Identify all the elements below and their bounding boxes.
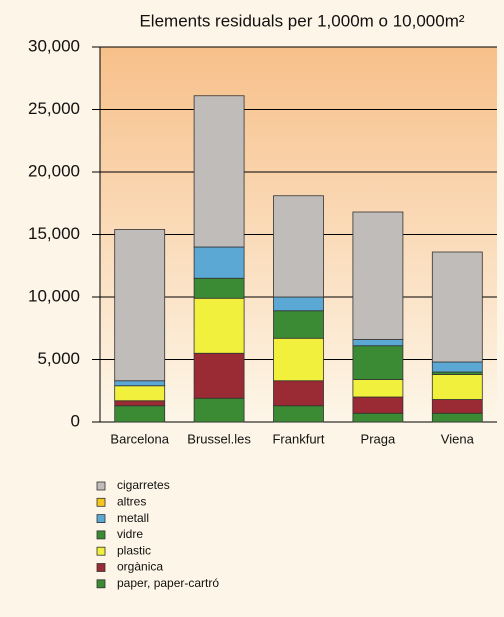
bar-segment — [352, 379, 404, 398]
bar-segment — [431, 399, 483, 414]
bar-segment — [273, 337, 324, 382]
x-tick-label: Brussel.les — [187, 431, 251, 446]
y-tick-label: 10,000 — [28, 286, 80, 305]
x-tick-label: Frankfurt — [272, 431, 324, 446]
legend-swatch — [96, 546, 106, 556]
bar-segment — [273, 195, 324, 298]
bar-segment — [431, 412, 483, 423]
bar-segment — [114, 229, 166, 382]
bar-segment — [193, 297, 245, 354]
x-tick-label: Barcelona — [110, 431, 169, 446]
bar-segment — [193, 277, 245, 299]
legend-swatch — [96, 530, 106, 540]
legend-label: vidre — [117, 527, 143, 541]
y-tick-label: 0 — [71, 411, 80, 430]
bar-segment — [114, 385, 166, 402]
bar-segment — [352, 396, 404, 414]
bar-segment — [273, 380, 324, 407]
legend-label: metall — [117, 511, 149, 525]
bar-segment — [352, 412, 404, 423]
bar-segment — [431, 361, 483, 373]
legend-swatch — [96, 514, 106, 523]
bar-segment — [352, 211, 404, 340]
bar-segment — [431, 251, 483, 363]
chart-title: Elements residuals per 1,000m o 10,000m² — [139, 11, 464, 30]
bar-segment — [193, 95, 245, 248]
y-tick-label: 5,000 — [37, 349, 80, 368]
bar-segment — [352, 345, 404, 380]
y-tick-label: 15,000 — [28, 224, 80, 243]
legend-swatch — [96, 497, 106, 507]
bar-segment — [273, 405, 324, 423]
bar-segment — [273, 310, 324, 339]
legend-swatch — [96, 579, 106, 589]
bar-segment — [114, 380, 166, 387]
legend-label: cigarretes — [117, 478, 170, 492]
bar-segment — [114, 405, 166, 423]
legend-label: paper, paper-cartró — [117, 576, 219, 590]
legend-label: orgànica — [117, 560, 163, 574]
x-tick-label: Viena — [441, 431, 475, 446]
legend-label: plastic — [117, 543, 151, 557]
y-tick-label: 25,000 — [28, 99, 80, 118]
bar-segment — [193, 246, 245, 279]
legend-label: altres — [117, 494, 146, 508]
legend-swatch — [96, 481, 106, 491]
bar-segment — [114, 400, 166, 407]
bar-segment — [193, 397, 245, 423]
legend-swatch — [96, 563, 106, 572]
y-tick-label: 30,000 — [28, 36, 80, 55]
y-tick-label: 20,000 — [28, 161, 80, 180]
bar-segment — [193, 352, 245, 399]
x-tick-label: Praga — [361, 431, 396, 446]
bar-segment — [352, 339, 404, 347]
bar-segment — [273, 296, 324, 312]
bar-segment — [431, 374, 483, 400]
